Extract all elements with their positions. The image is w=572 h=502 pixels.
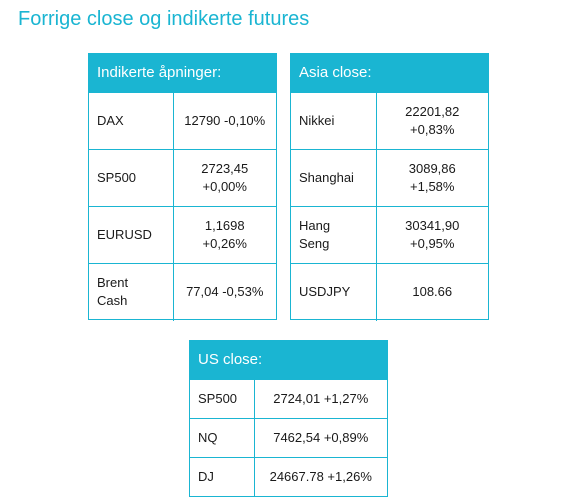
- row-value: 77,04 -0,53%: [173, 263, 276, 321]
- row-value: 30341,90 +0,95%: [376, 206, 488, 264]
- row-value: 108.66: [376, 263, 488, 321]
- row-value-line: 3089,86: [408, 161, 456, 176]
- row-value-line: 77,04 -0,53%: [186, 284, 264, 300]
- panel-header: US close:: [190, 341, 387, 379]
- row-value: 7462,54 +0,89%: [254, 418, 387, 458]
- row-value: 24667.78 +1,26%: [254, 457, 387, 497]
- row-label: Hang Seng: [291, 206, 377, 264]
- us-table: SP500 2724,01 +1,27% NQ 7462,54 +0,89% DJ 246…: [190, 379, 387, 497]
- table-row: EURUSD 1,1698 +0,26%: [89, 206, 276, 264]
- row-value: 22201,82 +0,83%: [376, 92, 488, 150]
- us-close-panel: US close: SP500 2724,01 +1,27% NQ 7462,54 +…: [189, 340, 388, 497]
- row-value-line: 7462,54 +0,89%: [273, 430, 369, 445]
- table-row: DAX 12790 -0,10%: [89, 92, 276, 150]
- panel-header: Indikerte åpninger:: [89, 54, 276, 92]
- table-row: Nikkei 22201,82 +0,83%: [291, 92, 488, 150]
- row-label-line: Hang: [299, 218, 331, 233]
- indikerte-apninger-panel: Indikerte åpninger: DAX 12790 -0,10% SP500…: [88, 53, 277, 321]
- row-value: 2724,01 +1,27%: [254, 379, 387, 419]
- row-label-line: Brent: [97, 275, 129, 291]
- asia-close-panel: Asia close: Nikkei 22201,82 +0,83% Shanghai…: [290, 53, 489, 321]
- panel-header: Asia close:: [291, 54, 488, 92]
- row-label-line: DAX: [97, 113, 124, 128]
- row-value-line: +0,00%: [202, 179, 247, 194]
- row-label: SP500: [190, 379, 255, 419]
- row-label-line: USDJPY: [299, 284, 351, 300]
- row-label: Brent Cash: [89, 263, 174, 321]
- table-row: SP500 2723,45 +0,00%: [89, 149, 276, 207]
- table-row: Shanghai 3089,86 +1,58%: [291, 149, 488, 207]
- row-label-line: SP500: [97, 170, 137, 185]
- page-title: Forrige close og indikerte futures: [18, 8, 310, 30]
- table-row: USDJPY 108.66: [291, 263, 488, 321]
- row-label-line: EURUSD: [97, 227, 152, 242]
- row-label-line: NQ: [198, 430, 218, 445]
- row-value-line: 108.66: [412, 284, 453, 300]
- table-row: SP500 2724,01 +1,27%: [190, 379, 387, 419]
- row-label: USDJPY: [291, 263, 377, 321]
- row-label: NQ: [190, 418, 255, 458]
- row-label-line: Shanghai: [299, 170, 354, 185]
- row-label: Nikkei: [291, 92, 377, 150]
- row-label: EURUSD: [89, 206, 174, 264]
- row-label: DAX: [89, 92, 174, 150]
- row-label: DJ: [190, 457, 255, 497]
- indikerte-table: DAX 12790 -0,10% SP500 2723,45 +0,00% EURUSD 1…: [89, 92, 276, 321]
- row-label-line: Seng: [299, 236, 330, 251]
- row-value-line: 22201,82: [405, 104, 460, 119]
- row-value-line: 24667.78 +1,26%: [269, 469, 372, 485]
- table-row: DJ 24667.78 +1,26%: [190, 457, 387, 497]
- row-label-line: DJ: [198, 469, 214, 485]
- row-value-line: 2724,01 +1,27%: [273, 391, 369, 406]
- row-label: Shanghai: [291, 149, 377, 207]
- row-value-line: 2723,45: [201, 161, 249, 176]
- row-value-line: 1,1698: [204, 218, 245, 233]
- row-label-line: Nikkei: [299, 113, 335, 128]
- asia-table: Nikkei 22201,82 +0,83% Shanghai 3089,86 +1,58…: [291, 92, 488, 321]
- row-value: 3089,86 +1,58%: [376, 149, 488, 207]
- row-value-line: +0,95%: [410, 236, 455, 251]
- table-row: Hang Seng 30341,90 +0,95%: [291, 206, 488, 264]
- table-row: Brent Cash 77,04 -0,53%: [89, 263, 276, 321]
- row-value-line: 30341,90: [405, 218, 460, 233]
- row-label-line: Cash: [97, 293, 128, 309]
- row-value-line: +0,26%: [202, 236, 247, 251]
- table-row: NQ 7462,54 +0,89%: [190, 418, 387, 458]
- row-value: 12790 -0,10%: [173, 92, 276, 150]
- row-value-line: +0,83%: [410, 122, 455, 137]
- row-value-line: 12790 -0,10%: [184, 113, 266, 128]
- row-label: SP500: [89, 149, 174, 207]
- row-label-line: SP500: [198, 391, 238, 406]
- row-value: 2723,45 +0,00%: [173, 149, 276, 207]
- row-value: 1,1698 +0,26%: [173, 206, 276, 264]
- row-value-line: +1,58%: [410, 179, 455, 194]
